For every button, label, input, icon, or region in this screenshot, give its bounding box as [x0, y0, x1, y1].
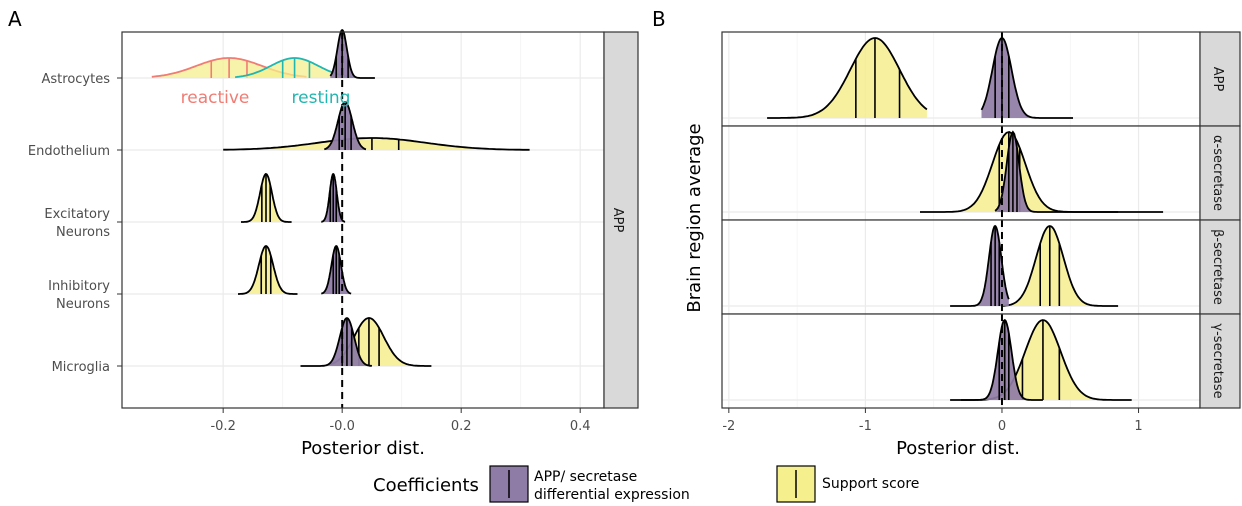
panel-b-facet-background [722, 220, 1200, 314]
panel-b-facet-secretase: β-secretase [721, 219, 1241, 315]
ridge-secretase-app-secretase-differential-expression-outline [950, 318, 1043, 401]
panel-b-x-tick-label: -2 [722, 419, 735, 434]
panel-a-y-tick-label: Neurons [56, 225, 110, 240]
panel-a-label: A [8, 7, 22, 31]
panel-b-facet-strip [1199, 313, 1241, 409]
ridge-row-astrocytes [151, 28, 375, 79]
legend-label-expression-line2: differential expression [534, 487, 690, 503]
panel-a-y-tick-label: Astrocytes [42, 72, 111, 87]
panel-b-facet-app: APP [721, 31, 1241, 127]
ridge-app-app-secretase-differential-expression-outline [980, 37, 1073, 119]
ridge-secretase-app-secretase-differential-expression-area [950, 320, 1043, 400]
panel-a-facet-label: APP [610, 208, 625, 233]
ridge-secretase-support-score-area [961, 320, 1132, 400]
ridge-secretase-support-score-outline [920, 131, 1164, 213]
panel-a-x-tick-label: -0.2 [210, 419, 235, 434]
ridge-secretase-app-secretase-differential-expression-outline [994, 130, 1119, 213]
panel-a-y-tick-label: Endothelium [28, 144, 110, 159]
panel-b-x-tick-label: 0 [998, 419, 1006, 434]
ridge-app-app-secretase-differential-expression-area [981, 38, 1073, 118]
ridge-row-microglia [300, 317, 432, 367]
panel-b: B Brain region average APP α-secretase β-s… [652, 7, 1241, 459]
ridge-row-inhibitory-neurons [238, 245, 352, 295]
panel-a-ridges [151, 28, 530, 408]
ridge-secretase-app-secretase-differential-expression-area [950, 226, 1009, 306]
legend-title: Coefficients [373, 475, 479, 496]
panel-b-label: B [652, 7, 666, 31]
ridge-row-endothelium [223, 101, 530, 151]
legend-label-expression-line1: APP/ secretase [534, 469, 637, 485]
panel-b-y-axis-title: Brain region average [684, 123, 705, 312]
panel-b-x-ticks: -2 -1 0 1 [722, 408, 1143, 434]
panel-a-y-tick-label: Excitatory [44, 207, 110, 222]
legend: Coefficients APP/ secretase differential… [373, 465, 919, 503]
ridge-inhibitory-neurons-support-score-area [238, 246, 298, 294]
panel-a-facet-strip [603, 31, 639, 409]
panel-a-x-axis-title: Posterior dist. [301, 438, 425, 459]
panel-b-facet-background [722, 32, 1200, 126]
panel-b-facet-label: α-secretase [1210, 135, 1225, 211]
ridge-astrocytes-app-secretase-differential-expression-outline [329, 28, 375, 79]
panel-b-facet-strip [1199, 219, 1241, 315]
reactive-annotation: reactive [181, 88, 250, 108]
panel-b-facets: APP α-secretase β-secretase γ-secretase [721, 31, 1241, 409]
panel-a: A Astrocytes Endothelium Excitatory Neurons… [8, 7, 639, 459]
ridge-row-excitatory-neurons [241, 173, 346, 223]
resting-annotation: resting [292, 88, 351, 108]
panel-a-x-tick-label: 0.2 [451, 419, 472, 434]
ridge-secretase-app-secretase-differential-expression-outline [950, 224, 1010, 307]
panel-b-facet-background [722, 126, 1200, 220]
panel-a-y-tick-label: Inhibitory [48, 279, 110, 294]
panel-b-x-tick-label: -1 [859, 419, 872, 434]
panel-b-x-axis-title: Posterior dist. [896, 438, 1020, 459]
panel-b-facet-background [722, 314, 1200, 408]
panel-a-y-tick-labels: Astrocytes Endothelium Excitatory Neurons In… [28, 72, 122, 375]
panel-b-x-tick-label: 1 [1134, 419, 1142, 434]
ridge-inhibitory-neurons-support-score-outline [238, 245, 298, 295]
panel-b-facet-strip [1199, 31, 1241, 127]
panel-a-y-tick-label: Microglia [52, 360, 110, 375]
panel-a-x-tick-label: 0.4 [570, 419, 591, 434]
panel-b-facet-label: APP [1210, 67, 1225, 92]
panel-b-facet-secretase: α-secretase [721, 125, 1241, 221]
ridge-microglia-app-secretase-differential-expression-area [300, 318, 372, 366]
ridge-microglia-app-secretase-differential-expression-outline [300, 317, 373, 367]
panel-a-x-tick-label: -0.0 [329, 419, 354, 434]
panel-a-x-ticks: -0.2 -0.0 0.2 0.4 [210, 408, 591, 434]
panel-b-facet-label: γ-secretase [1210, 323, 1225, 398]
ridge-endothelium-support-score-outline [223, 137, 530, 151]
panel-a-y-tick-label: Neurons [56, 297, 110, 312]
panel-b-facet-label: β-secretase [1210, 229, 1225, 305]
panel-b-facet-secretase: γ-secretase [721, 313, 1241, 409]
legend-label-support: Support score [822, 476, 919, 492]
